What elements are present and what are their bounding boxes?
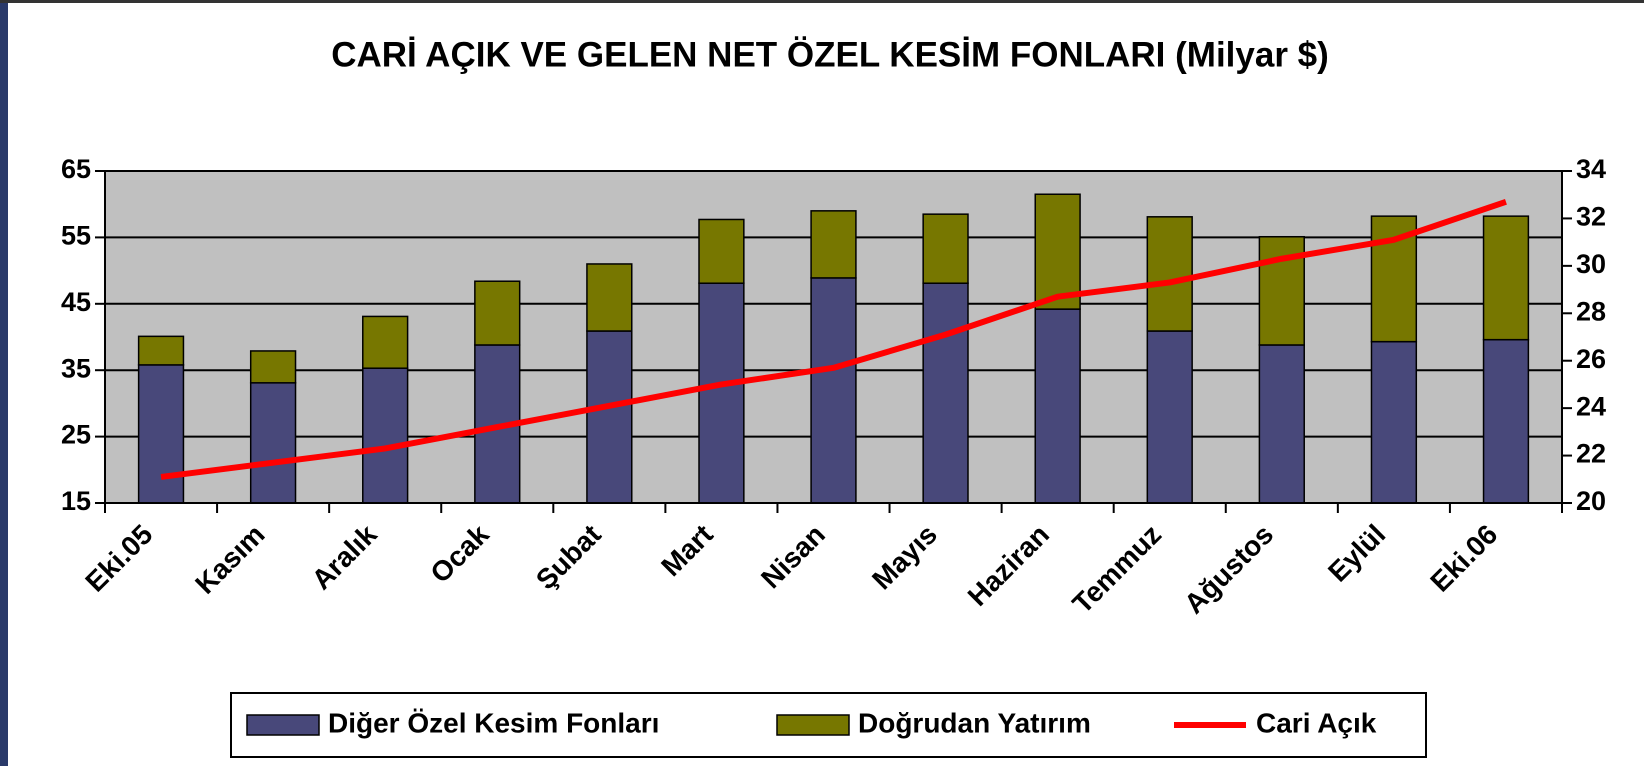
bar	[137, 364, 185, 504]
bar	[362, 315, 409, 369]
bar	[137, 335, 185, 366]
line	[160, 198, 1507, 480]
bar	[1482, 338, 1530, 504]
y-tick-label: 25	[61, 420, 91, 450]
legend-label: Doğrudan Yatırım	[858, 707, 1091, 738]
bar	[1482, 215, 1530, 341]
bar	[1146, 216, 1193, 332]
y2-tick-label: 24	[1576, 391, 1606, 421]
y2-tick-label: 32	[1576, 202, 1606, 232]
legend-label: Cari Açık	[1256, 707, 1377, 738]
y-tick-label: 15	[61, 486, 91, 516]
slide-edge	[0, 0, 8, 766]
bar	[1370, 340, 1418, 504]
bar	[362, 367, 409, 504]
bar	[698, 282, 745, 504]
y-tick-label: 35	[61, 353, 91, 383]
bar	[922, 282, 969, 504]
y-tick-label: 65	[61, 154, 91, 184]
bar	[698, 218, 745, 284]
bar	[474, 280, 521, 346]
bar	[586, 330, 633, 504]
legend-swatch	[246, 714, 320, 736]
y2-tick-label: 22	[1576, 439, 1606, 469]
chart-title: CARİ AÇIK VE GELEN NET ÖZEL KESİM FONLAR…	[331, 35, 1329, 74]
bar	[1258, 344, 1305, 504]
bar	[1034, 308, 1081, 504]
bar	[810, 210, 857, 279]
bar	[586, 263, 633, 332]
bar	[922, 213, 969, 284]
legend-swatch	[776, 714, 850, 736]
bar	[249, 382, 297, 504]
y2-tick-label: 28	[1576, 296, 1606, 326]
legend-label: Diğer Özel Kesim Fonları	[328, 707, 659, 738]
bar	[249, 350, 297, 384]
y2-tick-label: 20	[1576, 486, 1606, 516]
slide-edge-top	[0, 0, 1644, 3]
bar	[1146, 330, 1193, 504]
y2-tick-label: 34	[1576, 154, 1606, 184]
y2-tick-label: 26	[1576, 344, 1606, 374]
y-tick-label: 55	[61, 221, 91, 251]
bar	[1034, 193, 1081, 310]
bar	[1258, 235, 1305, 346]
y2-tick-label: 30	[1576, 249, 1606, 279]
bar	[810, 277, 857, 504]
y-tick-label: 45	[61, 287, 91, 317]
